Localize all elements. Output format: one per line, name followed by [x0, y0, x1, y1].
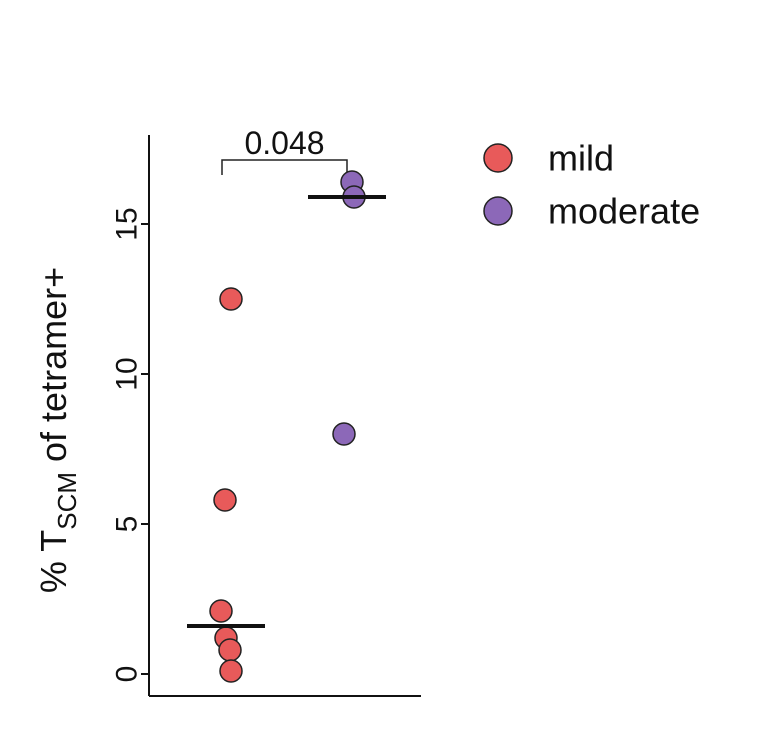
y-axis-title: % TSCM of tetramer+ [33, 267, 82, 593]
axes [148, 135, 421, 697]
y-axis-label-prefix: % T [33, 530, 74, 593]
data-point-mild [213, 488, 237, 512]
data-point-mild [219, 659, 243, 683]
legend-marker-moderate [483, 196, 513, 226]
significance-bracket-line [221, 159, 348, 175]
legend-marker-mild [483, 143, 513, 173]
y-axis-label-suffix: of tetramer+ [33, 267, 74, 472]
data-point-mild [219, 287, 243, 311]
y-tick-label: 0 [111, 666, 144, 683]
legend: mild moderate [483, 138, 700, 232]
data-point-mild [218, 638, 242, 662]
data-point-mild [209, 599, 233, 623]
legend-label-moderate: moderate [548, 191, 700, 232]
y-axis-label-subscript: SCM [52, 472, 82, 530]
significance-bracket: 0.048 [221, 125, 348, 175]
y-axis-label: % TSCM of tetramer+ [33, 267, 82, 593]
median-lines [187, 195, 386, 628]
p-value-label: 0.048 [244, 125, 324, 161]
y-tick-label: 15 [111, 207, 144, 240]
y-ticks: 0 5 10 15 [111, 207, 149, 683]
data-point-moderate [332, 422, 356, 446]
y-tick-label: 10 [111, 357, 144, 390]
y-tick-label: 5 [111, 516, 144, 533]
legend-label-mild: mild [548, 138, 614, 179]
data-points [209, 170, 366, 683]
